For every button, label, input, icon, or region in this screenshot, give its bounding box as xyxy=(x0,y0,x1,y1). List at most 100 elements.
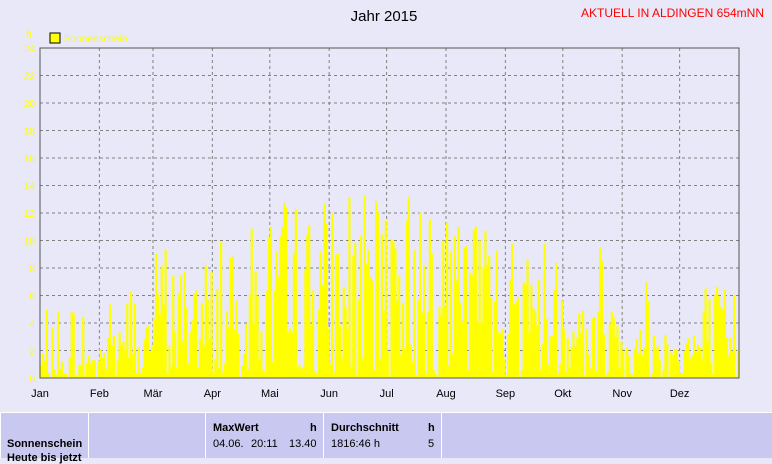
sunshine-bar xyxy=(673,348,677,378)
sunshine-bar xyxy=(421,312,424,378)
y-tick-label: 12 xyxy=(24,209,36,220)
sunshine-bar xyxy=(436,376,439,378)
sunshine-bar xyxy=(409,344,412,378)
sunshine-bar xyxy=(369,277,372,378)
sunshine-bar xyxy=(202,345,205,378)
sunshine-bar xyxy=(101,357,104,378)
y-tick-label: 10 xyxy=(24,237,36,248)
max-date: 04.06. xyxy=(213,438,244,450)
sunshine-bar xyxy=(143,339,146,378)
sunshine-bar xyxy=(221,372,225,378)
sunshine-bar xyxy=(41,353,45,378)
sunshine-bar xyxy=(545,318,548,378)
y-tick-label: 6 xyxy=(29,292,35,303)
sunshine-bar xyxy=(501,328,504,378)
sunshine-bar xyxy=(93,360,96,378)
sunshine-bar xyxy=(267,236,271,378)
sunshine-bar xyxy=(493,301,497,378)
x-tick-label: Okt xyxy=(554,388,571,400)
sunshine-bar xyxy=(124,349,127,378)
sunshine-bar xyxy=(704,288,707,378)
sunshine-bar xyxy=(256,295,259,378)
sunshine-bar xyxy=(696,344,700,378)
sunshine-bar xyxy=(87,355,91,378)
sunshine-bar xyxy=(206,299,209,378)
sunshine-bar xyxy=(729,337,732,378)
sunshine-bar xyxy=(392,242,395,378)
sunshine-bar xyxy=(444,306,447,378)
sunshine-bar xyxy=(459,302,462,378)
y-tick-label: 4 xyxy=(29,319,35,330)
sunshine-bar xyxy=(398,276,401,378)
sunshine-bar xyxy=(43,361,47,378)
sunshine-bar xyxy=(622,351,625,378)
sunshine-bar xyxy=(275,251,278,378)
sunshine-bar xyxy=(135,373,138,378)
sunshine-bar xyxy=(641,354,644,378)
sunshine-bar xyxy=(470,274,474,378)
sunshine-bar xyxy=(231,256,234,378)
sunshine-bar xyxy=(292,253,296,378)
sunshine-bar xyxy=(120,344,123,378)
sunshine-bar xyxy=(721,309,724,378)
sunshine-bar xyxy=(327,327,330,378)
sunshine-bar xyxy=(72,313,75,378)
sunshine-bar xyxy=(214,359,217,378)
sunshine-bar xyxy=(200,303,204,378)
sunshine-bar xyxy=(126,303,129,378)
sunshine-bar xyxy=(346,328,349,378)
sunshine-bar xyxy=(585,328,589,378)
sunshine-bar xyxy=(438,306,441,378)
sunshine-bar xyxy=(47,373,50,378)
sunshine-bar xyxy=(175,367,179,378)
sunshine-bar xyxy=(407,196,410,378)
sunshine-bar xyxy=(445,222,449,378)
sunshine-bar xyxy=(403,348,407,378)
sunshine-bar xyxy=(237,334,240,378)
sunshine-bar xyxy=(91,360,94,378)
sunshine-bar xyxy=(80,364,83,378)
sunshine-bar xyxy=(85,362,89,378)
sunshine-bar xyxy=(242,353,246,378)
sunshine-bar xyxy=(455,280,458,378)
sunshine-bar xyxy=(204,265,207,378)
sunshine-bar xyxy=(342,286,345,378)
sunshine-bar xyxy=(687,338,690,378)
sunshine-bar xyxy=(147,325,150,378)
sunshine-bar xyxy=(179,274,183,378)
sunshine-bar xyxy=(139,373,142,378)
sunshine-bar xyxy=(233,329,236,378)
status-text: AKTUELL IN ALDINGEN 654mNN xyxy=(581,6,764,20)
sunshine-bar xyxy=(122,341,125,378)
sunshine-bar xyxy=(296,366,299,378)
sunshine-bar xyxy=(336,253,340,378)
x-tick-labels: Jan Feb Mär Apr Mai Jun Jul Aug Sep Okt Nov Dez xyxy=(31,388,689,400)
sunshine-bar xyxy=(532,308,535,378)
y-tick-label: 2 xyxy=(29,347,35,358)
sunshine-bar xyxy=(223,363,227,378)
sunshine-bar xyxy=(45,309,48,378)
sunshine-bar xyxy=(131,353,135,378)
sunshine-bar xyxy=(82,317,85,378)
sunshine-bar xyxy=(472,230,476,378)
sunshine-bar xyxy=(650,373,654,378)
sunshine-bar xyxy=(507,334,510,378)
sunshine-bar xyxy=(103,352,106,378)
sunshine-bar xyxy=(710,362,713,378)
sunshine-bar xyxy=(423,265,426,378)
sunshine-bar xyxy=(530,284,533,378)
sunshine-bar xyxy=(285,207,288,378)
sunshine-bar xyxy=(727,356,730,378)
sunshine-bar xyxy=(183,271,186,378)
sunshine-bar xyxy=(361,358,364,378)
sunshine-bar xyxy=(363,195,366,378)
sunshine-bar xyxy=(526,259,529,378)
x-tick-label: Jun xyxy=(320,388,338,400)
sunshine-bar xyxy=(118,332,121,378)
sunshine-bar xyxy=(610,311,613,378)
sunshine-bar xyxy=(520,370,523,378)
avg-cell: Durchschnitt h 1816:46 h 5 xyxy=(323,412,441,458)
sunshine-bar xyxy=(334,254,338,378)
sunshine-bar xyxy=(235,300,238,378)
sunshine-bar xyxy=(304,268,307,378)
